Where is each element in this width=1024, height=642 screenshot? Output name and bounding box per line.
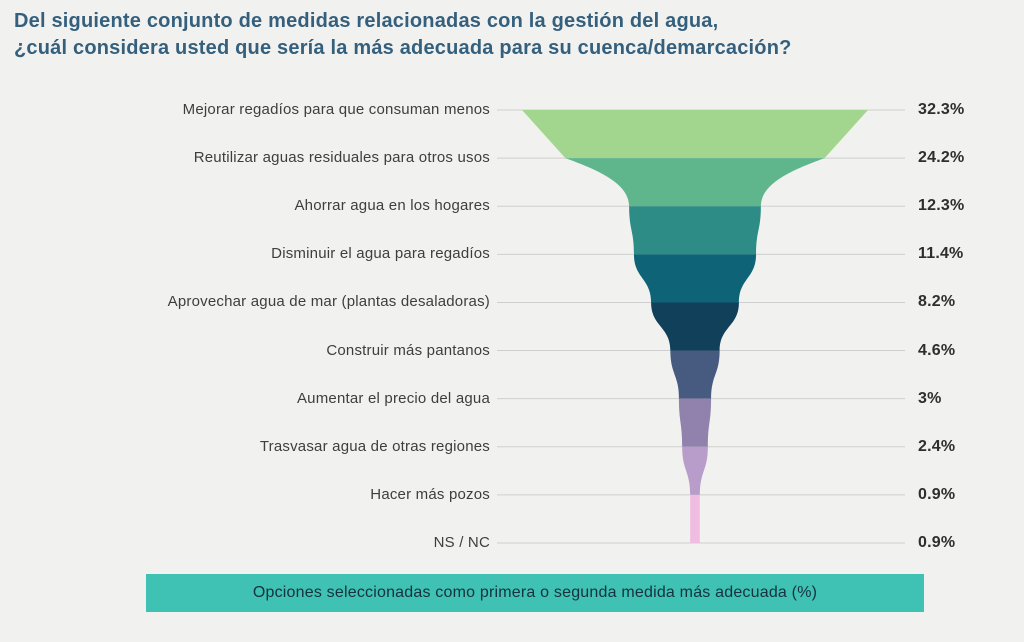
funnel-slice-7 <box>678 398 712 447</box>
funnel-value-label: 0.9% <box>918 533 956 551</box>
funnel-value-label: 8.2% <box>918 293 956 311</box>
chart-title: Del siguiente conjunto de medidas relaci… <box>14 8 792 62</box>
funnel-slice-9 <box>690 494 700 543</box>
funnel-category-label: Ahorrar agua en los hogares <box>294 197 490 215</box>
funnel-slice-5 <box>651 302 739 351</box>
funnel-value-label: 2.4% <box>918 437 956 455</box>
funnel-category-label: Construir más pantanos <box>326 341 490 359</box>
funnel-slice-6 <box>670 350 720 399</box>
funnel-slice-2 <box>565 158 825 207</box>
caption-text: Opciones seleccionadas como primera o se… <box>252 584 818 601</box>
funnel-category-label: Disminuir el agua para regadíos <box>271 245 490 263</box>
funnel-slice-4 <box>633 254 757 303</box>
funnel-category-label: Reutilizar aguas residuales para otros u… <box>193 149 490 167</box>
chart-title-line-1: Del siguiente conjunto de medidas relaci… <box>14 10 719 32</box>
funnel-category-label: Aumentar el precio del agua <box>296 389 490 407</box>
chart-title-line-2: ¿cuál considera usted que sería la más a… <box>14 37 792 59</box>
funnel-value-label: 3% <box>918 389 942 407</box>
funnel-value-label: 12.3% <box>918 197 965 215</box>
funnel-value-label: 11.4% <box>918 245 964 263</box>
funnel-slice-3 <box>629 206 761 255</box>
funnel-category-label: Hacer más pozos <box>370 485 490 503</box>
funnel-category-label: Trasvasar agua de otras regiones <box>259 437 490 455</box>
funnel-slice-8 <box>682 446 708 495</box>
caption-banner: Opciones seleccionadas como primera o se… <box>146 574 924 612</box>
funnel-slice-1 <box>522 110 868 159</box>
funnel-value-label: 0.9% <box>918 485 956 503</box>
funnel-value-label: 4.6% <box>918 341 956 359</box>
funnel-value-label: 32.3% <box>918 101 965 118</box>
funnel-value-label: 24.2% <box>918 149 965 167</box>
funnel-category-label: Mejorar regadíos para que consuman menos <box>182 101 490 118</box>
funnel-category-label: Aprovechar agua de mar (plantas desalado… <box>167 293 490 311</box>
funnel-category-label: NS / NC <box>433 533 490 551</box>
